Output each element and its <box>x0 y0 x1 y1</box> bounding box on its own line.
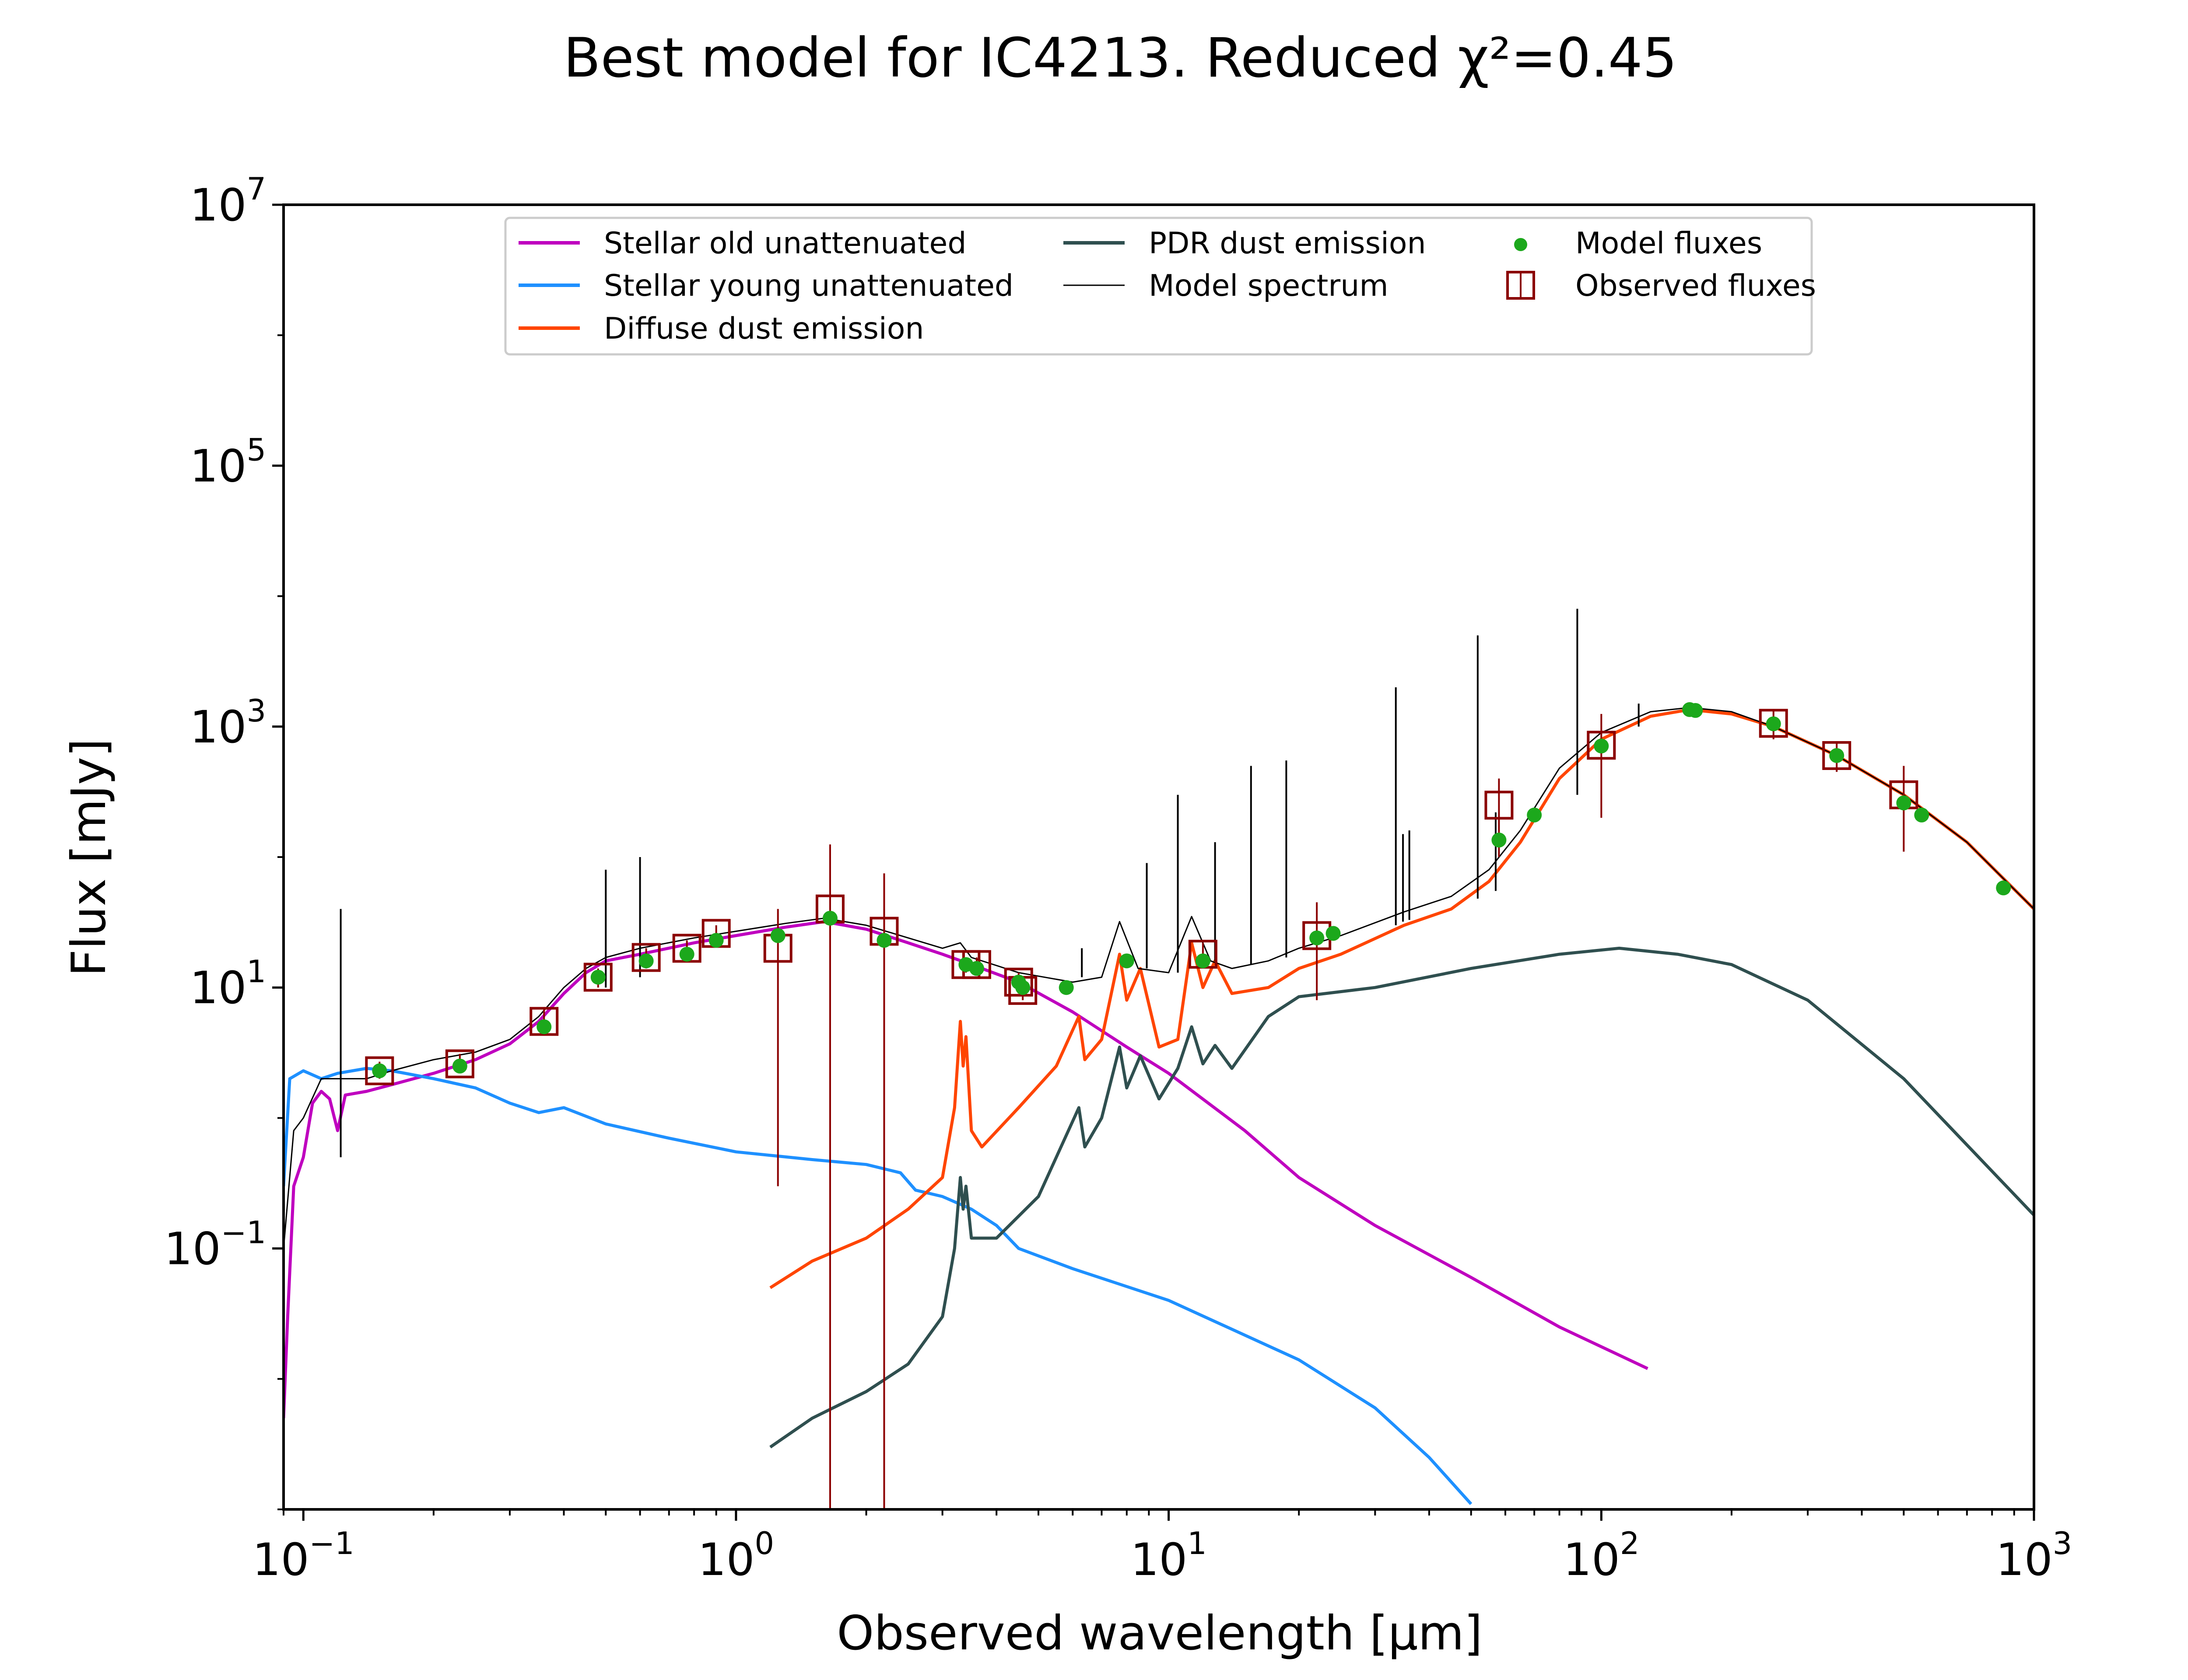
observed-flux-marker <box>631 943 661 972</box>
legend-label: Stellar young unattenuated <box>604 269 1013 303</box>
x-tick-label: 103 <box>1996 1526 2072 1586</box>
observed-flux-marker <box>1759 709 1788 738</box>
y-tick-label: 107 <box>190 171 266 231</box>
model-flux-point <box>1059 980 1074 995</box>
model-flux-point <box>1119 953 1134 969</box>
model-flux-point <box>1325 926 1341 941</box>
series-line-4 <box>769 946 2034 1449</box>
axis-ticks: 10−1 100 101 102 103 10−1 101 103 105 107 <box>164 171 2072 1586</box>
chart-title: Best model for IC4213. Reduced χ²=0.45 <box>563 27 1677 90</box>
legend: Stellar old unattenuated Stellar young un… <box>504 217 1816 356</box>
model-flux-point <box>1309 930 1325 945</box>
y-tick-label: 105 <box>190 432 266 492</box>
model-flux-point <box>638 953 654 969</box>
model-flux-point <box>1996 880 2011 896</box>
model-flux-point <box>1015 980 1031 995</box>
observed-flux-marker <box>583 962 613 992</box>
observed-flux-marker <box>1587 731 1616 760</box>
y-tick-label: 10−1 <box>164 1215 266 1275</box>
legend-label: PDR dust emission <box>1149 226 1426 261</box>
observed-flux-marker <box>1004 967 1033 997</box>
legend-box <box>504 217 1813 356</box>
x-axis-label: Observed wavelength [μm] <box>837 1606 1483 1661</box>
x-tick-label: 10−1 <box>252 1526 354 1586</box>
y-tick-label: 103 <box>190 693 266 753</box>
observed-flux-marker <box>365 1056 394 1085</box>
y-axis-label: Flux [mJy] <box>62 738 116 976</box>
model-flux-point <box>969 961 984 976</box>
model-flux-point <box>877 933 892 948</box>
model-flux-point <box>452 1058 467 1074</box>
x-tick-label: 102 <box>1563 1526 1639 1586</box>
legend-handle <box>1514 238 1527 251</box>
y-tick-label: 101 <box>190 954 266 1014</box>
model-flux-point <box>1829 748 1844 763</box>
model-flux-point <box>1896 795 1911 811</box>
model-flux-point <box>708 933 724 948</box>
model-flux-point <box>1688 703 1703 718</box>
model-flux-point <box>1527 807 1542 822</box>
model-flux-point <box>1594 738 1609 754</box>
model-flux-point <box>1491 833 1507 848</box>
observed-flux-marker <box>1822 741 1851 770</box>
observed-flux-marker <box>445 1049 474 1078</box>
model-flux-point <box>1766 716 1781 732</box>
observed-flux-marker <box>529 1007 559 1036</box>
series-line-2 <box>284 1067 1473 1505</box>
legend-label: Observed fluxes <box>1575 269 1816 303</box>
series-line-3 <box>769 708 2034 1289</box>
plot-content <box>284 609 2034 1509</box>
legend-label: Model fluxes <box>1575 226 1762 261</box>
legend-label: Stellar old unattenuated <box>604 226 967 261</box>
model-flux-point <box>1195 953 1210 969</box>
model-flux-point <box>770 928 785 943</box>
model-flux-point <box>590 970 606 985</box>
model-flux-point <box>372 1063 387 1078</box>
legend-label: Diffuse dust emission <box>604 312 924 346</box>
model-flux-point <box>679 947 694 962</box>
model-flux-point <box>1914 807 1929 822</box>
legend-label: Model spectrum <box>1149 269 1389 303</box>
x-tick-label: 100 <box>698 1526 774 1586</box>
observed-flux-marker <box>1484 791 1514 820</box>
model-flux-point <box>536 1019 552 1034</box>
x-tick-label: 101 <box>1130 1526 1206 1586</box>
model-flux-point <box>822 910 838 926</box>
